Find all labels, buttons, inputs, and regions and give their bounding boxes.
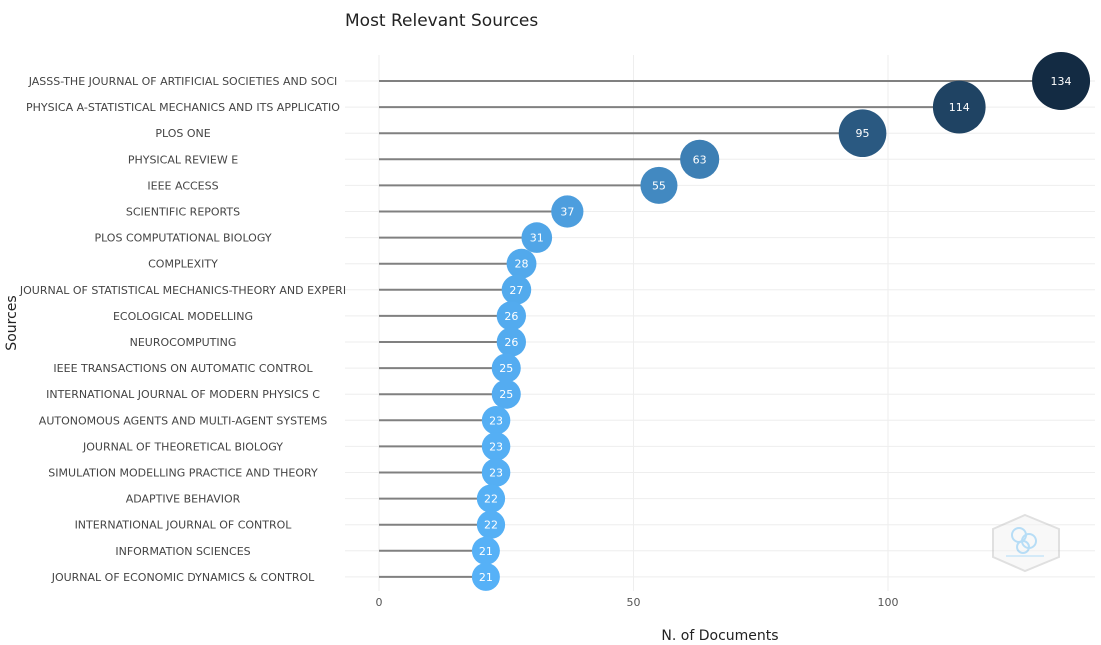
data-label: 25 [499, 388, 513, 401]
grid [345, 55, 1095, 591]
data-bubble [496, 301, 527, 331]
category-label: JASSS-THE JOURNAL OF ARTIFICIAL SOCIETIE… [28, 75, 338, 88]
category-label: SIMULATION MODELLING PRACTICE AND THEORY [48, 467, 318, 480]
data-bubble [551, 195, 584, 228]
data-label: 26 [504, 310, 518, 323]
data-bubble [506, 248, 537, 279]
data-label: 23 [489, 440, 503, 453]
data-label: 22 [484, 519, 498, 532]
stems [379, 80, 1062, 578]
data-bubble [521, 222, 553, 253]
data-bubble [496, 327, 527, 357]
category-label: AUTONOMOUS AGENTS AND MULTI-AGENT SYSTEM… [39, 414, 327, 427]
data-label: 37 [560, 206, 574, 219]
data-bubble [932, 80, 986, 134]
bibliometrix-hexagon-logo-icon [992, 513, 1060, 573]
category-label: PLOS COMPUTATIONAL BIOLOGY [94, 232, 271, 245]
data-bubble [1032, 52, 1091, 110]
category-label: PLOS ONE [155, 127, 210, 140]
y-axis-title: Sources [4, 295, 20, 350]
data-bubble [501, 275, 532, 305]
category-label: NEUROCOMPUTING [130, 336, 237, 349]
category-label: INTERNATIONAL JOURNAL OF CONTROL [75, 519, 293, 532]
data-label: 95 [856, 127, 870, 140]
category-label: SCIENTIFIC REPORTS [126, 206, 240, 219]
x-axis-ticks: 0 50 100 [376, 596, 899, 609]
data-bubble [481, 406, 511, 435]
category-label: IEEE TRANSACTIONS ON AUTOMATIC CONTROL [53, 362, 313, 375]
data-label: 134 [1051, 75, 1072, 88]
category-label: PHYSICA A-STATISTICAL MECHANICS AND ITS … [26, 101, 340, 114]
category-label: IEEE ACCESS [147, 179, 218, 192]
data-bubble [640, 166, 678, 204]
data-label: 21 [479, 571, 493, 584]
data-label: 25 [499, 362, 513, 375]
data-bubble [471, 562, 500, 591]
category-label: ADAPTIVE BEHAVIOR [126, 493, 241, 506]
data-label: 21 [479, 545, 493, 558]
data-bubble [680, 139, 720, 179]
data-bubble [838, 109, 887, 158]
data-label: 26 [504, 336, 518, 349]
data-label: 22 [484, 493, 498, 506]
category-label: COMPLEXITY [148, 258, 218, 271]
category-labels: JASSS-THE JOURNAL OF ARTIFICIAL SOCIETIE… [19, 75, 346, 584]
x-tick-label: 0 [376, 596, 383, 609]
data-bubble [481, 458, 511, 487]
data-bubble [476, 484, 506, 513]
category-label: INTERNATIONAL JOURNAL OF MODERN PHYSICS … [46, 388, 320, 401]
data-label: 55 [652, 179, 666, 192]
category-label: JOURNAL OF STATISTICAL MECHANICS-THEORY … [19, 284, 346, 297]
x-tick-label: 50 [627, 596, 641, 609]
data-bubble [471, 536, 500, 565]
data-bubble [476, 510, 506, 539]
category-label: JOURNAL OF THEORETICAL BIOLOGY [82, 440, 283, 453]
chart-title: Most Relevant Sources [345, 11, 538, 31]
x-axis-title: N. of Documents [661, 628, 778, 644]
data-bubble [491, 379, 521, 409]
data-label: 63 [693, 153, 707, 166]
data-label: 114 [949, 101, 970, 114]
data-label: 27 [509, 284, 523, 297]
data-bubble [491, 353, 521, 383]
category-label: INFORMATION SCIENCES [115, 545, 250, 558]
category-label: JOURNAL OF ECONOMIC DYNAMICS & CONTROL [51, 571, 315, 584]
data-label: 23 [489, 414, 503, 427]
x-tick-label: 100 [878, 596, 899, 609]
data-label: 31 [530, 232, 544, 245]
data-label: 28 [515, 258, 529, 271]
category-label: PHYSICAL REVIEW E [128, 153, 238, 166]
data-label: 23 [489, 467, 503, 480]
data-bubble [481, 432, 511, 461]
category-label: ECOLOGICAL MODELLING [113, 310, 253, 323]
